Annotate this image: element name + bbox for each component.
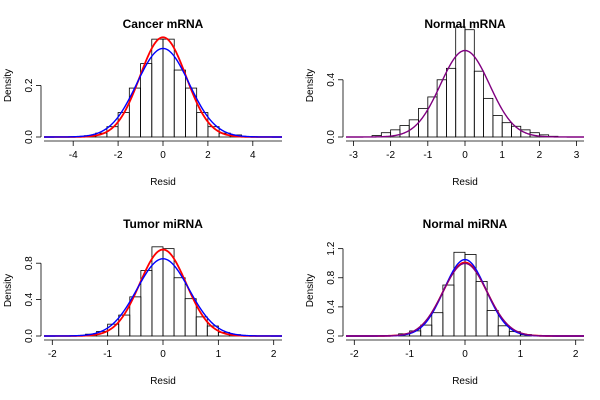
- x-tick-label: -1: [103, 349, 112, 360]
- y-tick-label: 0.0: [326, 329, 337, 343]
- x-tick-label: -3: [349, 150, 358, 161]
- y-tick-label: 1.2: [326, 241, 337, 255]
- x-tick-label: 0: [462, 150, 468, 161]
- x-tick-label: 2: [537, 150, 543, 161]
- y-tick-label: 0.2: [24, 78, 35, 92]
- histogram-bar: [117, 112, 130, 138]
- y-tick-label: 0.4: [326, 72, 337, 86]
- histogram-bar: [431, 312, 444, 337]
- x-axis-label: Resid: [452, 177, 478, 188]
- x-axis-label: Resid: [452, 376, 478, 387]
- y-axis-label: Density: [305, 274, 316, 307]
- x-tick-label: -2: [114, 150, 123, 161]
- blue-density-curve: [44, 258, 282, 337]
- y-axis-label: Density: [3, 69, 14, 102]
- purple-density-curve: [346, 262, 584, 337]
- histogram-bar: [501, 122, 512, 138]
- x-tick-label: -1: [423, 150, 432, 161]
- x-tick-label: 2: [205, 150, 211, 161]
- y-tick-label: 0.8: [326, 270, 337, 284]
- histogram-bar: [486, 310, 499, 337]
- blue-density-curve: [44, 47, 282, 138]
- histogram-bar: [408, 119, 419, 138]
- histogram-bar: [196, 112, 209, 138]
- x-tick-label: 3: [574, 150, 580, 161]
- panel-3: Normal miRNA Density Resid -2 -1 0 1 2 0.0 0.4 0.8…: [305, 217, 584, 387]
- histogram-bar: [427, 96, 438, 138]
- x-tick-label: 0: [462, 349, 468, 360]
- y-axis-label: Density: [3, 274, 14, 307]
- histogram-bar: [492, 115, 503, 138]
- x-tick-label: 0: [160, 150, 166, 161]
- histogram-bar: [497, 325, 510, 337]
- x-tick-label: -2: [350, 349, 359, 360]
- y-tick-label: 0.0: [24, 329, 35, 343]
- x-tick-label: -4: [69, 150, 78, 161]
- purple-density-curve: [346, 49, 584, 138]
- histogram-bar: [473, 70, 484, 138]
- y-tick-label: 0.0: [24, 130, 35, 144]
- x-tick-label: -2: [386, 150, 395, 161]
- x-tick-label: -2: [48, 349, 57, 360]
- x-tick-label: 2: [573, 349, 579, 360]
- y-axis-label: Density: [305, 69, 316, 102]
- y-tick-label: 0.4: [326, 299, 337, 313]
- y-tick-label: 0.0: [326, 130, 337, 144]
- x-axis-label: Resid: [150, 376, 176, 387]
- histogram-bar: [118, 314, 131, 337]
- panel-2: Tumor miRNA Density Resid -2 -1 0 1 2 0.0 0.4 0.8: [3, 217, 282, 387]
- histogram-bar: [173, 277, 186, 337]
- y-tick-label: 0.4: [24, 292, 35, 306]
- panel-title: Normal mRNA: [424, 17, 506, 31]
- histogram-bar: [455, 26, 466, 138]
- x-tick-label: 1: [499, 150, 505, 161]
- histogram-bar: [173, 69, 186, 138]
- panel-title: Tumor miRNA: [123, 217, 203, 231]
- y-tick-label: 0.8: [24, 256, 35, 270]
- panel-0: Cancer mRNA Density Resid -4 -2 0 2 4 0.0 0.2: [3, 17, 282, 188]
- x-tick-label: 2: [271, 349, 277, 360]
- histogram-bar: [442, 284, 455, 337]
- histogram-bar: [483, 97, 494, 138]
- x-tick-label: 1: [216, 349, 222, 360]
- panel-1: Normal mRNA Density Resid -3 -2 -1 0 1 2 3 0.0 0.4: [305, 17, 584, 188]
- x-tick-label: 0: [160, 349, 166, 360]
- x-axis-label: Resid: [150, 177, 176, 188]
- histogram-bar: [446, 67, 457, 138]
- panel-title: Normal miRNA: [423, 217, 508, 231]
- x-tick-label: 1: [518, 349, 524, 360]
- x-tick-label: -1: [405, 349, 414, 360]
- histogram-bar: [464, 29, 475, 138]
- panel-title: Cancer mRNA: [123, 17, 204, 31]
- histogram-bar: [140, 63, 153, 138]
- x-tick-label: 4: [250, 150, 256, 161]
- histogram-bar: [162, 248, 175, 337]
- histogram-bar: [184, 298, 197, 337]
